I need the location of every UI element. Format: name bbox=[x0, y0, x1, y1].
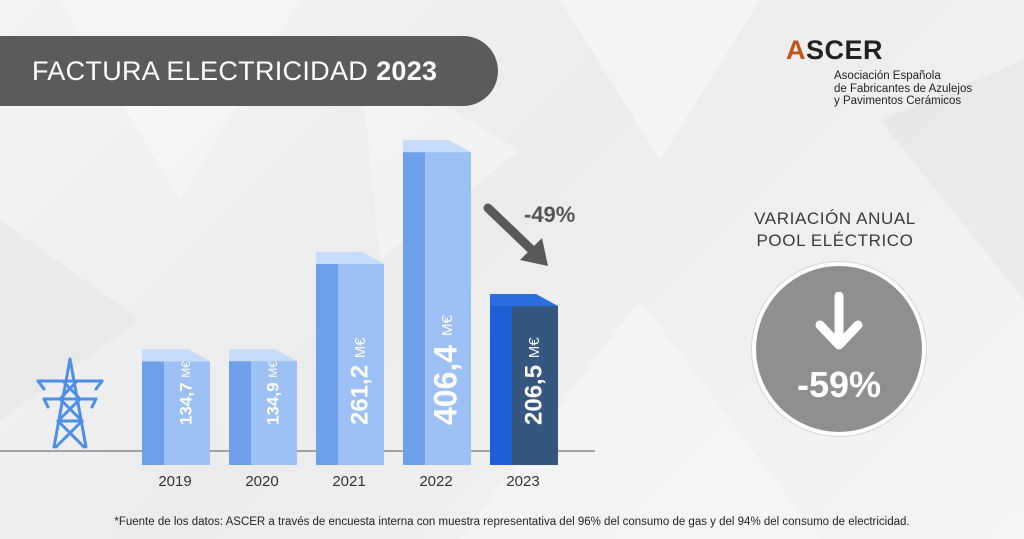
bar-value-label: 134,9 M€ bbox=[263, 361, 282, 425]
x-tick-label: 2023 bbox=[506, 473, 539, 490]
bar-2019: 134,7 M€ 2019 bbox=[142, 349, 210, 490]
trend-arrow-icon bbox=[483, 203, 541, 259]
bar-side bbox=[490, 305, 512, 465]
page-title-year: 2023 bbox=[376, 55, 438, 86]
logo-wordmark: ASCER bbox=[786, 35, 884, 65]
bar-front bbox=[164, 361, 210, 465]
bar-2022: 406,4 M€2022 bbox=[403, 140, 471, 490]
page-title: FACTURA ELECTRICIDAD bbox=[32, 55, 369, 86]
variation-value: -59% bbox=[796, 364, 882, 405]
bar-top bbox=[490, 293, 558, 306]
x-tick-label: 2022 bbox=[419, 473, 452, 490]
variation-title: VARIACIÓN ANUAL POOL ELÉCTRICO bbox=[754, 209, 916, 250]
bar-side bbox=[403, 152, 425, 465]
bar-top bbox=[229, 349, 297, 362]
bar-side bbox=[142, 361, 164, 465]
bar-2021: 261,2 M€2021 bbox=[316, 251, 384, 490]
bar-front bbox=[251, 361, 297, 465]
variation-badge: -59% bbox=[752, 262, 926, 436]
trend-annotation: -49% bbox=[483, 202, 575, 266]
power-tower-icon bbox=[36, 357, 104, 449]
x-tick-label: 2020 bbox=[245, 473, 278, 490]
bar-group: 134,7 M€ 2019 134,9 M€ 2020 261,2 M€2021 406,… bbox=[142, 140, 558, 490]
arrow-down-icon bbox=[815, 292, 863, 350]
footnote: *Fuente de los datos: ASCER a través de … bbox=[114, 516, 910, 528]
bar-value-label: 134,7 M€ bbox=[176, 361, 195, 425]
bar-2023: 206,5 M€2023 bbox=[490, 293, 558, 490]
bar-front bbox=[338, 263, 384, 465]
bar-top bbox=[142, 349, 210, 362]
ascer-logo: ASCER Asociación Española de Fabricantes… bbox=[786, 35, 986, 107]
bar-top bbox=[316, 251, 384, 264]
trend-arrowhead bbox=[520, 238, 548, 266]
bar-2020: 134,9 M€ 2020 bbox=[229, 349, 297, 490]
bar-front bbox=[512, 305, 558, 465]
x-tick-label: 2021 bbox=[332, 473, 365, 490]
title-banner: FACTURA ELECTRICIDAD 2023 bbox=[0, 36, 498, 106]
bar-side bbox=[316, 263, 338, 465]
bar-side bbox=[229, 361, 251, 465]
x-tick-label: 2019 bbox=[158, 473, 191, 490]
annotation-label: -49% bbox=[524, 202, 575, 227]
bar-chart: 134,7 M€ 2019 134,9 M€ 2020 261,2 M€2021 406,… bbox=[0, 140, 595, 490]
logo-subtitle: Asociación Española de Fabricantes de Az… bbox=[834, 70, 973, 107]
bar-top bbox=[403, 140, 471, 153]
bar-front bbox=[425, 152, 471, 465]
